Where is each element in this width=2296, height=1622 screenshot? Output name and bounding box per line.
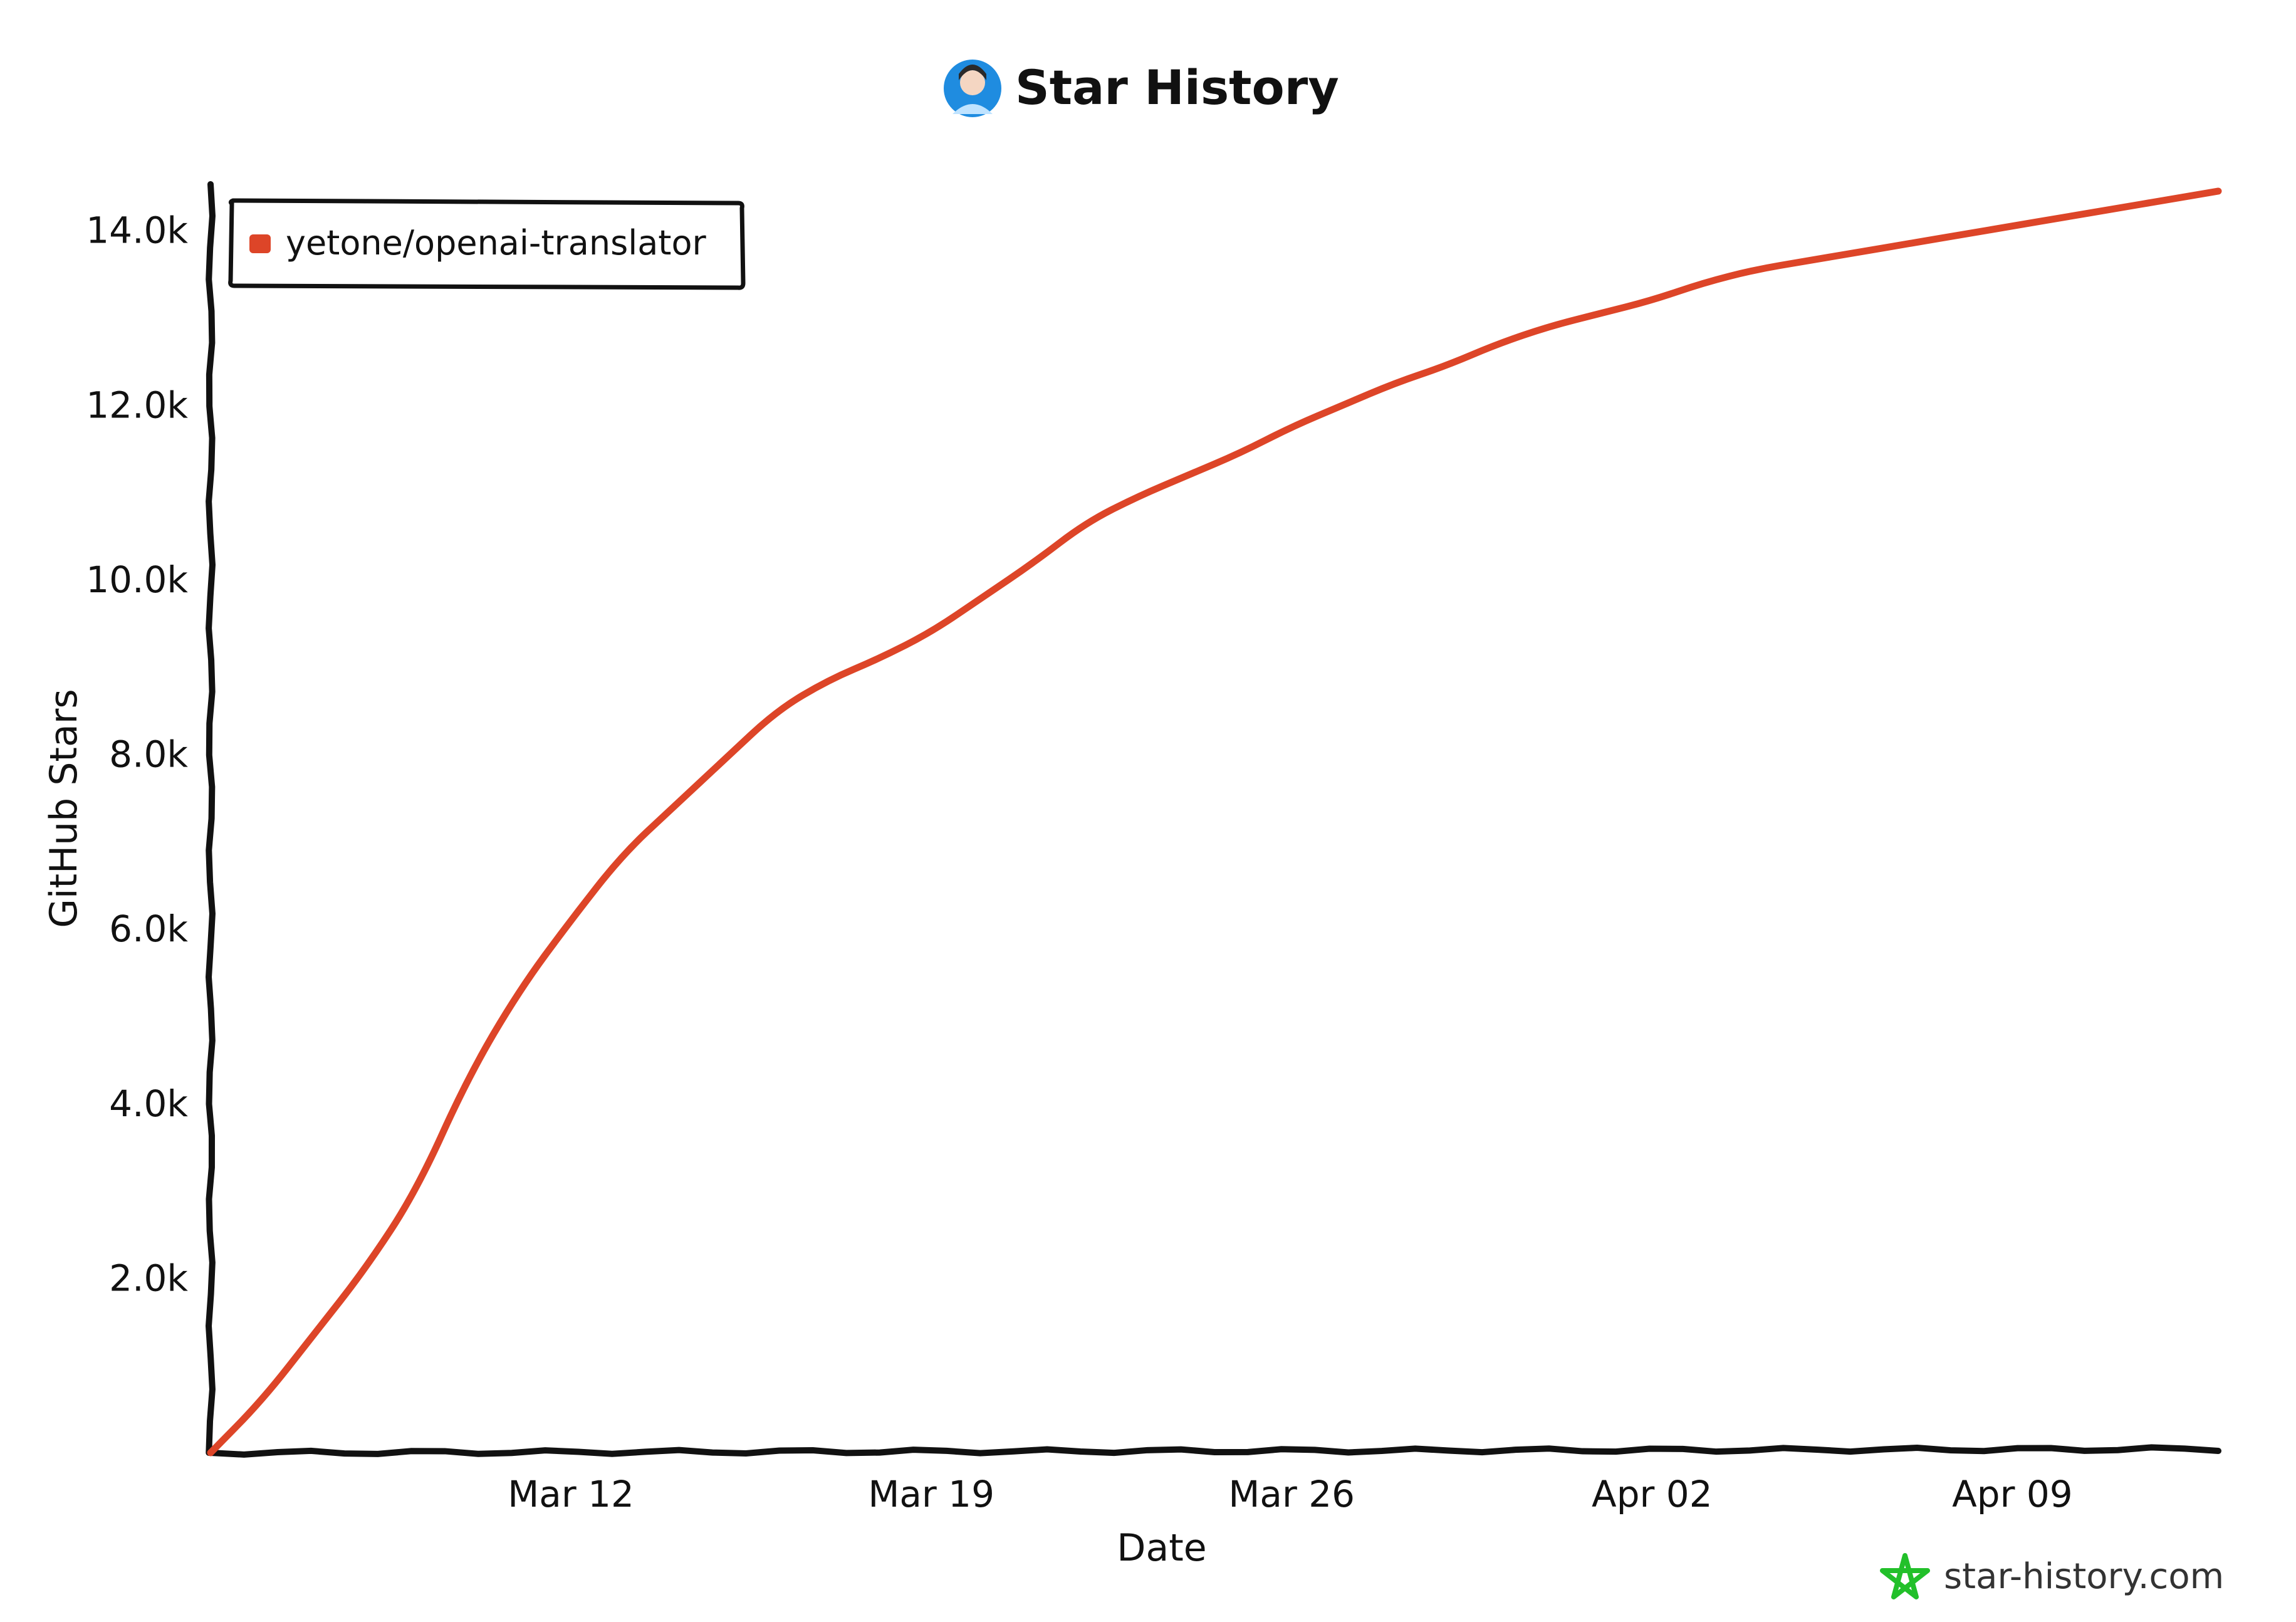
data-point [466, 1075, 471, 1080]
data-point [1547, 324, 1552, 329]
avatar-icon [944, 60, 1001, 117]
data-point [2113, 206, 2118, 211]
data-point [1701, 280, 1706, 285]
data-point [517, 988, 522, 993]
y-axis-title: GitHub Stars [42, 689, 86, 928]
x-axis-line [207, 1444, 2221, 1458]
x-tick-label: Apr 09 [1952, 1473, 2073, 1515]
legend-label: yetone/openai-translator [286, 223, 707, 263]
axes [205, 181, 2221, 1458]
y-tick-label: 10.0k [86, 558, 188, 601]
x-tick-label: Apr 02 [1592, 1473, 1713, 1515]
legend: yetone/openai-translator [228, 198, 746, 290]
x-tick-label: Mar 26 [1228, 1473, 1355, 1515]
legend-swatch [249, 234, 271, 253]
y-tick-label: 14.0k [86, 209, 188, 252]
data-point [1649, 298, 1654, 303]
data-point [2164, 197, 2169, 202]
data-point [929, 629, 934, 634]
data-point [1855, 249, 1860, 254]
data-point [1289, 424, 1294, 429]
data-point [1186, 473, 1191, 478]
x-tick-label: Mar 12 [508, 1473, 634, 1515]
y-tick-label: 4.0k [109, 1082, 188, 1125]
data-point [1907, 241, 1912, 246]
data-point [311, 1332, 316, 1337]
chart-title: Star History [1015, 60, 1339, 115]
data-point [1031, 560, 1036, 565]
data-point [775, 708, 780, 713]
data-point [723, 756, 728, 761]
data-point [671, 804, 676, 809]
data-point [620, 852, 625, 857]
legend-box [228, 198, 746, 290]
y-tick-label: 6.0k [109, 908, 188, 950]
data-point [1804, 258, 1809, 263]
data-point [1495, 342, 1500, 347]
data-point [362, 1267, 367, 1272]
data-point [877, 656, 882, 661]
y-tick-label: 12.0k [86, 384, 188, 426]
data-point [1392, 380, 1397, 385]
data-point [980, 595, 985, 600]
y-axis-line [205, 181, 216, 1456]
y-tick-label: 8.0k [109, 733, 188, 776]
data-point [1238, 451, 1243, 456]
star-icon [1880, 1553, 1930, 1599]
data-point [1135, 494, 1140, 500]
y-tick-label: 2.0k [109, 1257, 188, 1299]
data-point [1598, 311, 1603, 316]
data-point [2062, 215, 2067, 220]
data-point [1958, 233, 1963, 238]
y-axis-ticks: 2.0k 4.0k 6.0k 8.0k 10.0k 12.0k 14.0k [86, 209, 188, 1300]
data-point [568, 918, 573, 923]
x-axis-ticks: Mar 12 Mar 19 Mar 26 Apr 02 Apr 09 [508, 1473, 2072, 1515]
series-lines [207, 187, 2222, 1457]
watermark[interactable]: star-history.com [1880, 1553, 2224, 1599]
chart-header: Star History [944, 60, 1339, 117]
data-point [1753, 267, 1758, 272]
data-point [1444, 364, 1449, 369]
series-line-yetone-openai-translator [207, 187, 2222, 1457]
data-point [414, 1188, 419, 1193]
x-tick-label: Mar 19 [868, 1473, 994, 1515]
data-point [208, 1450, 213, 1455]
data-point [2216, 189, 2221, 194]
data-point [2010, 224, 2015, 229]
data-point [1083, 520, 1088, 525]
watermark-link[interactable]: star-history.com [1944, 1556, 2224, 1597]
data-point [1340, 402, 1345, 407]
data-point [826, 678, 831, 683]
x-axis-title: Date [1117, 1526, 1206, 1570]
data-point [259, 1398, 264, 1403]
